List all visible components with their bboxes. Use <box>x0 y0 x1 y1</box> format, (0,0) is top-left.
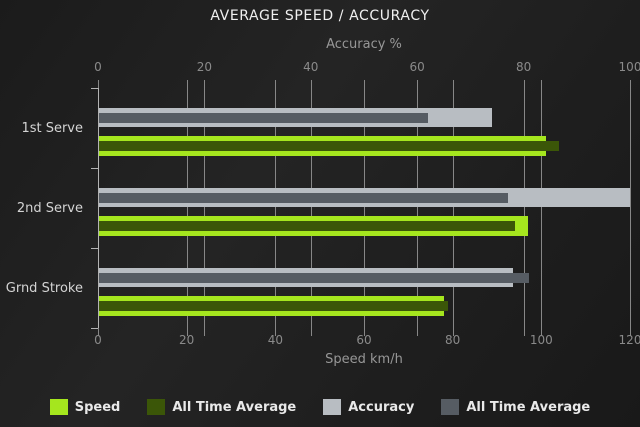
axis-tick-label: 100 <box>529 333 553 347</box>
axis-tick-label: 80 <box>515 60 532 74</box>
bottom-axis-title: Speed km/h <box>325 352 403 367</box>
axis-tick-label: 40 <box>267 333 283 347</box>
gridline <box>541 80 543 336</box>
category-label-grnd-stroke: Grnd Stroke <box>5 280 83 296</box>
axis-tick-label: 80 <box>445 333 461 347</box>
legend-label: All Time Average <box>466 399 591 415</box>
legend-item-all-time-average: All Time Average <box>147 399 296 415</box>
legend-swatch <box>49 399 68 415</box>
y-axis-tick <box>91 88 98 89</box>
legend-swatch <box>147 399 166 415</box>
axis-tick-label: 60 <box>409 60 425 74</box>
category-label-1st-serve: 1st Serve <box>21 120 83 136</box>
bar-all-time-average-2nd-serve <box>98 193 508 203</box>
legend-label: Accuracy <box>348 399 415 415</box>
legend-item-accuracy: Accuracy <box>323 399 414 415</box>
gridline <box>417 80 419 336</box>
y-axis <box>91 88 630 329</box>
legend-item-all-time-average: All Time Average <box>441 399 590 415</box>
axis-tick-label: 40 <box>303 60 319 74</box>
plot-area <box>91 80 631 336</box>
axis-tick-label: 100 <box>618 60 640 74</box>
category-axis-labels: 1st Serve 2nd Serve Grnd Stroke <box>0 88 88 328</box>
gridline <box>364 80 365 336</box>
gridline <box>204 80 206 336</box>
gridline <box>523 80 525 336</box>
category-label-2nd-serve: 2nd Serve <box>16 200 83 216</box>
axis-tick-label: 60 <box>356 333 372 347</box>
legend-swatch <box>441 399 460 415</box>
gridline <box>630 80 631 336</box>
axis-tick-label: 0 <box>94 60 102 74</box>
legend: Speed All Time Average Accuracy All Time Av… <box>0 396 640 418</box>
axis-tick-label: 120 <box>618 333 640 347</box>
bottom-axis-tick-labels: 0 20 40 60 80 100 120 <box>94 333 640 349</box>
bar-all-time-average-1st-serve <box>98 113 428 123</box>
legend-swatch <box>323 399 342 415</box>
top-axis-tick-labels: 0 20 40 60 80 100 <box>94 60 640 76</box>
y-axis-line <box>98 88 99 328</box>
bar-all-time-average-grnd-stroke <box>98 273 529 283</box>
legend-label: All Time Average <box>172 399 297 415</box>
axis-tick-label: 20 <box>179 333 195 347</box>
top-axis-title: Accuracy % <box>326 37 402 52</box>
gridline <box>186 80 188 336</box>
legend-item-speed: Speed <box>49 399 121 415</box>
axis-tick-label: 0 <box>94 333 102 347</box>
gridline <box>275 80 277 336</box>
y-axis-tick <box>91 168 98 169</box>
axis-tick-label: 20 <box>196 60 213 74</box>
y-axis-tick <box>91 248 98 249</box>
chart-title: AVERAGE SPEED / ACCURACY <box>210 8 430 24</box>
bar-all-time-average-grnd-stroke <box>98 301 449 311</box>
bar-all-time-average-2nd-serve <box>98 221 515 231</box>
legend-label: Speed <box>74 399 121 415</box>
gridline <box>310 80 312 336</box>
bar-all-time-average-1st-serve <box>98 141 560 151</box>
bars-layer <box>98 88 630 328</box>
gridline <box>452 80 454 336</box>
y-axis-tick <box>91 328 98 329</box>
